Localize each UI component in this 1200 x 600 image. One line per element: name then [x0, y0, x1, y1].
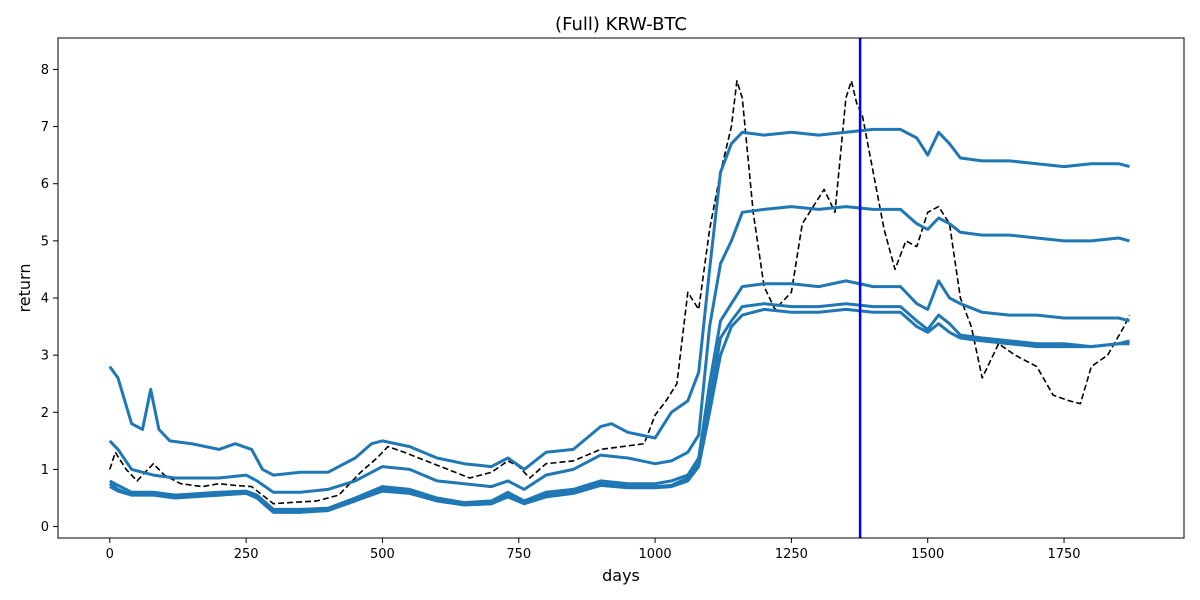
series-line-1 — [109, 80, 1131, 505]
plot-area — [108, 38, 1131, 538]
x-tick-label: 1500 — [911, 547, 944, 562]
y-axis-label: return — [15, 264, 34, 313]
x-tick-label: 500 — [370, 547, 395, 562]
series-line-3 — [108, 205, 1130, 494]
x-tick-label: 1750 — [1047, 547, 1080, 562]
plot-frame — [57, 37, 1185, 539]
y-tick-label: 1 — [41, 463, 49, 478]
y-tick-label: 6 — [41, 177, 49, 192]
series-line-5 — [108, 302, 1130, 514]
y-tick-label: 2 — [41, 406, 49, 421]
x-tick-label: 0 — [106, 547, 114, 562]
y-tick-label: 8 — [41, 63, 49, 78]
x-axis: 0 250 500 750 1000 1250 1500 1750 — [106, 538, 1081, 562]
series-line-2 — [108, 127, 1130, 477]
series-line-6 — [109, 307, 1130, 514]
x-tick-label: 750 — [506, 547, 531, 562]
chart-title: (Full) KRW-BTC — [555, 14, 687, 35]
y-tick-label: 3 — [41, 349, 49, 364]
y-tick-label: 0 — [41, 520, 49, 535]
series-line-4 — [109, 279, 1130, 511]
x-tick-label: 250 — [234, 547, 259, 562]
y-tick-label: 4 — [41, 292, 49, 307]
x-tick-label: 1250 — [775, 547, 808, 562]
x-axis-label: days — [602, 566, 640, 585]
y-axis: 0 1 2 3 4 5 6 7 8 — [41, 63, 58, 535]
y-tick-label: 7 — [41, 120, 49, 135]
x-tick-label: 1000 — [639, 547, 672, 562]
y-tick-label: 5 — [41, 234, 49, 249]
